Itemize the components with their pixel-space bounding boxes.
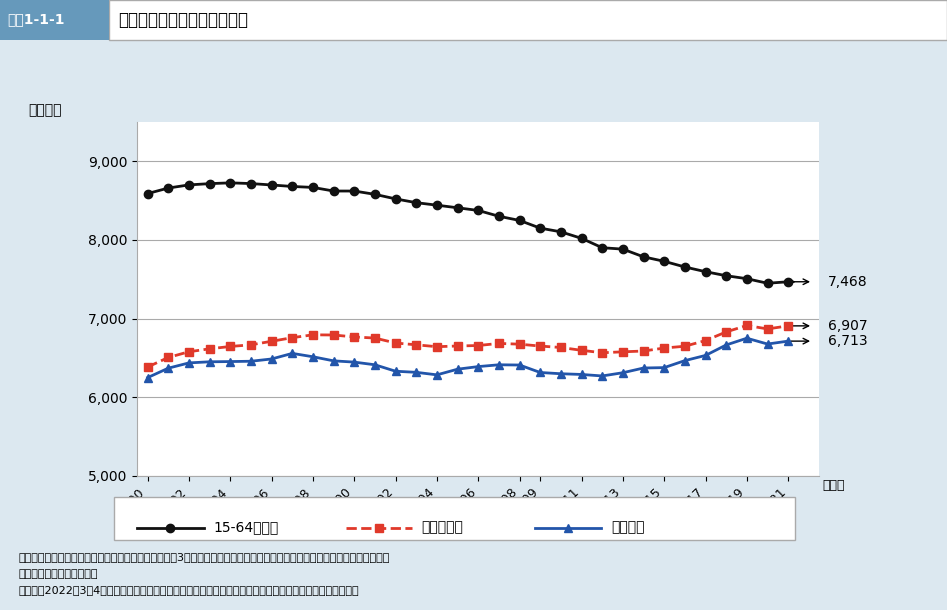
Text: 6,907: 6,907 <box>828 319 867 333</box>
Text: 6,713: 6,713 <box>828 334 867 348</box>
Text: 図表1-1-1: 図表1-1-1 <box>8 13 65 26</box>
Text: （万人）: （万人） <box>28 103 62 117</box>
Text: （年）: （年） <box>822 479 845 492</box>
Text: 官室において作成。: 官室において作成。 <box>19 569 98 578</box>
Text: 資料：総務省統計局「労働力調査（基本集計）（令和3年）平均結果」より厚生労働省政策統括官付政策立案・評価担当参事: 資料：総務省統計局「労働力調査（基本集計）（令和3年）平均結果」より厚生労働省政… <box>19 552 390 562</box>
Text: （注）　2022年3月4日に公表されたベンチマーク人口の新基準に基づいて遡及集計した数値を用いている。: （注） 2022年3月4日に公表されたベンチマーク人口の新基準に基づいて遡及集計… <box>19 585 360 595</box>
Text: 15-64歳人口: 15-64歳人口 <box>213 521 278 534</box>
Text: 労働力人口: 労働力人口 <box>421 521 463 534</box>
Text: 7,468: 7,468 <box>828 274 867 289</box>
Text: 就業者数: 就業者数 <box>611 521 644 534</box>
Text: 労働力人口・就業者数の推移: 労働力人口・就業者数の推移 <box>118 10 248 29</box>
